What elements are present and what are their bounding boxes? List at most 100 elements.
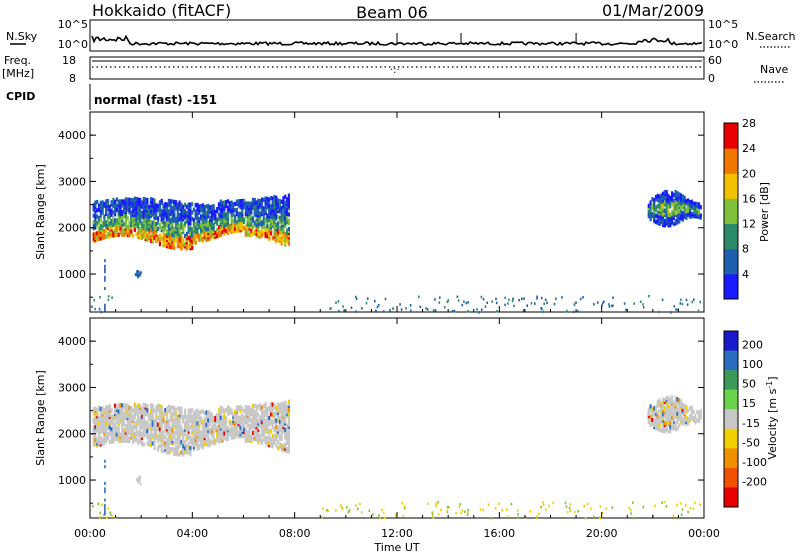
data-cell — [669, 429, 672, 434]
data-cell — [223, 408, 226, 413]
data-cell — [268, 434, 271, 439]
data-cell — [280, 210, 283, 215]
data-cell — [653, 206, 656, 211]
data-cell — [200, 222, 203, 227]
data-cell — [244, 230, 247, 235]
data-cell — [203, 205, 206, 210]
near-range-echo — [402, 515, 405, 518]
data-cell — [216, 419, 219, 424]
data-cell — [273, 220, 276, 225]
data-cell — [259, 213, 262, 218]
data-cell — [253, 197, 256, 203]
data-cell — [142, 223, 145, 229]
colorbar-swatch — [724, 173, 738, 199]
data-cell — [282, 429, 285, 434]
near-range-echo — [382, 511, 385, 514]
data-cell — [287, 197, 290, 202]
data-cell — [200, 416, 203, 421]
data-cell — [687, 198, 690, 203]
data-cell — [674, 194, 677, 199]
data-cell — [697, 204, 701, 209]
data-cell — [286, 238, 289, 244]
data-cell — [257, 209, 260, 214]
data-cell — [275, 418, 278, 423]
data-cell — [210, 215, 213, 220]
data-cell — [110, 437, 113, 442]
near-range-echo — [584, 517, 587, 520]
data-cell — [180, 208, 183, 214]
data-cell — [278, 403, 281, 408]
data-cell — [656, 193, 659, 198]
data-cell — [167, 404, 170, 409]
data-cell — [114, 233, 117, 238]
data-cell — [149, 409, 153, 414]
data-cell — [696, 410, 699, 415]
data-cell — [140, 200, 144, 205]
data-cell — [278, 423, 281, 428]
data-cell — [146, 237, 149, 242]
data-cell — [676, 397, 679, 402]
data-cell — [207, 434, 210, 439]
near-range-echo — [601, 511, 604, 515]
data-cell — [662, 397, 665, 402]
data-cell — [153, 221, 156, 226]
data-cell — [217, 412, 221, 417]
data-cell — [217, 225, 221, 230]
data-cell — [112, 231, 115, 236]
data-cell — [683, 212, 686, 217]
data-cell — [191, 202, 194, 207]
data-cell — [101, 233, 104, 238]
data-cell — [653, 406, 656, 411]
data-cell — [243, 415, 246, 420]
data-cell — [148, 438, 151, 443]
data-cell — [139, 197, 142, 203]
data-cell — [158, 233, 161, 238]
data-cell — [117, 218, 120, 223]
velocity-y-label: Slant Range [km] — [34, 370, 47, 466]
data-cell — [198, 219, 201, 224]
data-cell — [676, 199, 679, 204]
data-cell — [280, 224, 283, 229]
data-cell — [649, 423, 652, 428]
data-cell — [176, 212, 179, 217]
data-cell — [146, 429, 149, 434]
data-cell — [158, 420, 161, 426]
data-cell — [103, 420, 106, 425]
noise-left-tick-bottom: 10^0 — [58, 38, 88, 51]
data-cell — [237, 211, 240, 216]
data-cell — [171, 447, 174, 452]
data-cell — [251, 218, 255, 223]
data-cell — [248, 434, 251, 439]
data-cell — [667, 194, 670, 199]
data-cell — [665, 192, 668, 197]
data-cell — [183, 446, 187, 451]
data-cell — [196, 444, 199, 449]
data-cell — [241, 228, 244, 233]
data-cell — [169, 446, 172, 451]
near-range-echo — [446, 300, 449, 304]
near-range-echo — [642, 505, 645, 509]
data-cell — [214, 232, 217, 237]
data-cell — [286, 434, 289, 439]
data-cell — [196, 213, 199, 218]
data-cell — [221, 207, 224, 212]
data-cell — [162, 411, 165, 416]
near-range-echo — [602, 302, 604, 305]
data-cell — [690, 405, 693, 410]
data-cell — [280, 230, 283, 236]
data-cell — [137, 230, 140, 235]
near-range-echo — [608, 305, 611, 308]
data-cell — [151, 227, 154, 232]
data-cell — [130, 197, 133, 203]
data-cell — [287, 229, 290, 234]
early-column-echo — [104, 506, 106, 510]
data-cell — [183, 202, 187, 207]
data-cell — [108, 425, 111, 430]
data-cell — [234, 214, 237, 219]
data-cell — [191, 426, 194, 432]
data-cell — [124, 403, 127, 408]
data-cell — [169, 234, 172, 239]
near-range-echo — [92, 504, 94, 508]
data-cell — [135, 215, 138, 220]
data-cell — [117, 216, 120, 221]
